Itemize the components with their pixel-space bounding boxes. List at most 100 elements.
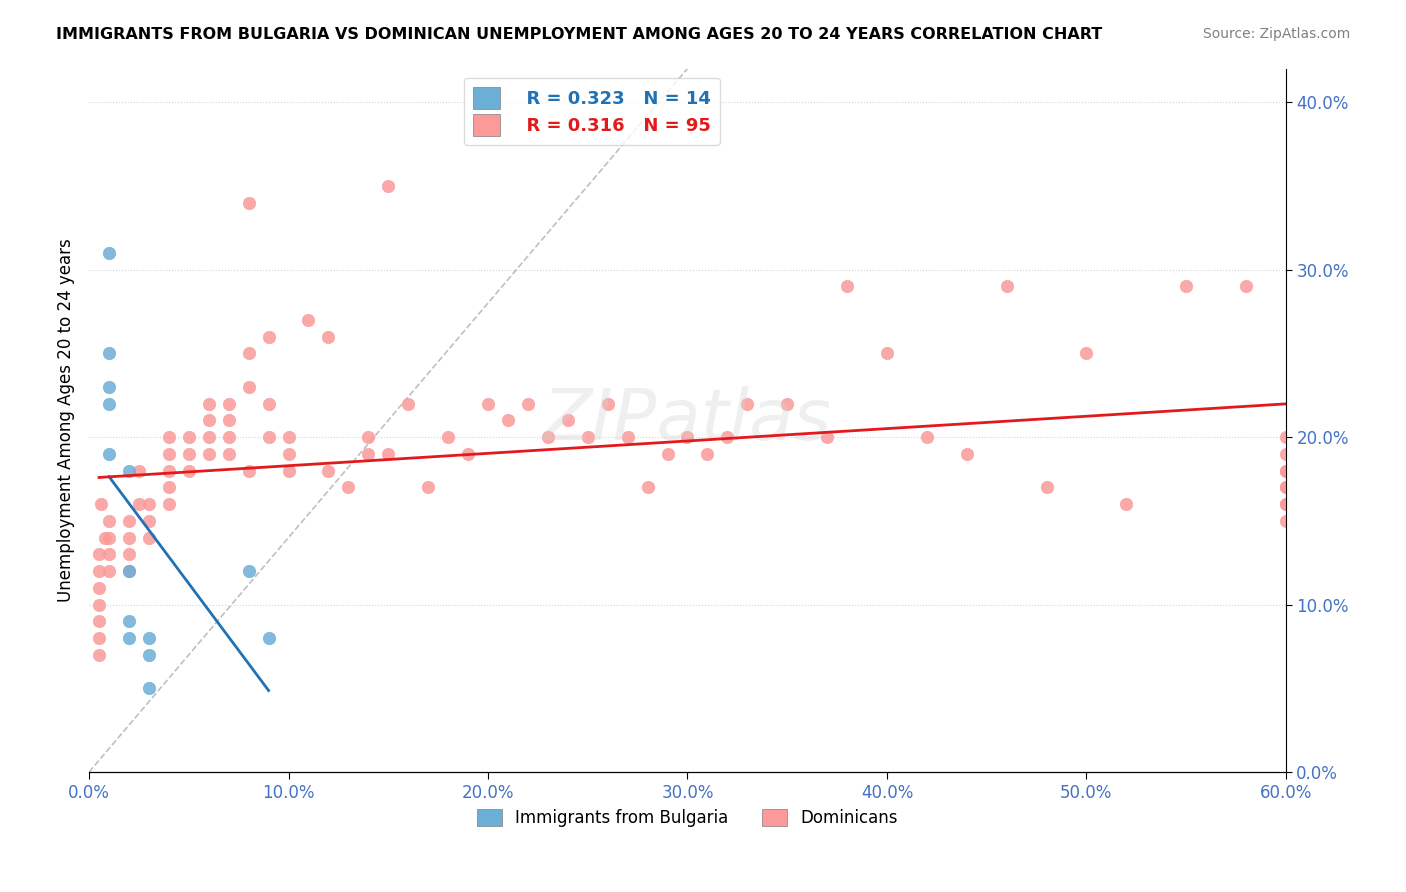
Point: [776, 396, 799, 410]
Point: [557, 413, 579, 427]
Point: [835, 279, 858, 293]
Point: [1275, 497, 1298, 511]
Point: [138, 631, 160, 645]
Point: [297, 312, 319, 326]
Point: [995, 279, 1018, 293]
Point: [1076, 346, 1098, 360]
Point: [1234, 279, 1257, 293]
Point: [138, 648, 160, 662]
Point: [956, 447, 979, 461]
Point: [477, 396, 499, 410]
Point: [277, 447, 299, 461]
Point: [418, 480, 440, 494]
Point: [118, 564, 141, 578]
Point: [277, 464, 299, 478]
Point: [337, 480, 360, 494]
Point: [257, 631, 280, 645]
Point: [98, 514, 121, 528]
Text: IMMIGRANTS FROM BULGARIA VS DOMINICAN UNEMPLOYMENT AMONG AGES 20 TO 24 YEARS COR: IMMIGRANTS FROM BULGARIA VS DOMINICAN UN…: [56, 27, 1102, 42]
Point: [238, 195, 260, 210]
Point: [177, 447, 200, 461]
Point: [396, 396, 419, 410]
Point: [138, 514, 160, 528]
Point: [138, 531, 160, 545]
Point: [218, 430, 240, 444]
Point: [716, 430, 738, 444]
Point: [118, 514, 141, 528]
Point: [138, 681, 160, 696]
Point: [457, 447, 479, 461]
Point: [696, 447, 718, 461]
Point: [138, 497, 160, 511]
Point: [98, 447, 121, 461]
Point: [377, 447, 399, 461]
Point: [257, 329, 280, 343]
Point: [87, 564, 110, 578]
Point: [277, 430, 299, 444]
Point: [1115, 497, 1137, 511]
Point: [98, 564, 121, 578]
Point: [616, 430, 638, 444]
Point: [157, 430, 180, 444]
Point: [377, 178, 399, 193]
Point: [157, 480, 180, 494]
Point: [197, 447, 219, 461]
Point: [238, 464, 260, 478]
Point: [94, 531, 117, 545]
Point: [815, 430, 838, 444]
Point: [737, 396, 759, 410]
Point: [596, 396, 619, 410]
Point: [1275, 480, 1298, 494]
Point: [118, 531, 141, 545]
Point: [98, 531, 121, 545]
Point: [98, 346, 121, 360]
Point: [157, 447, 180, 461]
Point: [1275, 514, 1298, 528]
Point: [238, 564, 260, 578]
Point: [87, 547, 110, 561]
Point: [257, 430, 280, 444]
Point: [118, 464, 141, 478]
Point: [128, 464, 150, 478]
Point: [98, 245, 121, 260]
Point: [676, 430, 699, 444]
Point: [118, 615, 141, 629]
Point: [128, 497, 150, 511]
Point: [637, 480, 659, 494]
Point: [496, 413, 519, 427]
Y-axis label: Unemployment Among Ages 20 to 24 years: Unemployment Among Ages 20 to 24 years: [58, 238, 75, 602]
Point: [218, 447, 240, 461]
Point: [157, 497, 180, 511]
Point: [98, 396, 121, 410]
Point: [157, 464, 180, 478]
Point: [437, 430, 460, 444]
Point: [576, 430, 599, 444]
Text: ZIPatlas: ZIPatlas: [543, 385, 832, 455]
Point: [516, 396, 538, 410]
Point: [87, 598, 110, 612]
Point: [177, 464, 200, 478]
Point: [197, 413, 219, 427]
Point: [357, 447, 380, 461]
Point: [238, 346, 260, 360]
Point: [1175, 279, 1198, 293]
Point: [1275, 447, 1298, 461]
Point: [318, 464, 340, 478]
Point: [87, 581, 110, 595]
Point: [876, 346, 898, 360]
Point: [98, 380, 121, 394]
Text: Source: ZipAtlas.com: Source: ZipAtlas.com: [1202, 27, 1350, 41]
Point: [537, 430, 560, 444]
Point: [357, 430, 380, 444]
Point: [657, 447, 679, 461]
Point: [915, 430, 938, 444]
Point: [1275, 464, 1298, 478]
Point: [318, 329, 340, 343]
Point: [218, 413, 240, 427]
Point: [87, 631, 110, 645]
Point: [90, 497, 112, 511]
Point: [1275, 497, 1298, 511]
Point: [177, 430, 200, 444]
Point: [87, 648, 110, 662]
Point: [197, 430, 219, 444]
